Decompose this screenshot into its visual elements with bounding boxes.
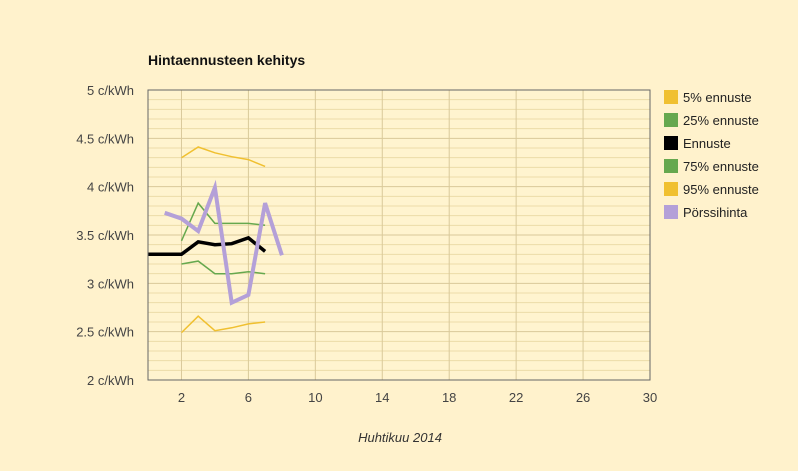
y-axis-ticks: 2 c/kWh 2.5 c/kWh 3 c/kWh 3.5 c/kWh 4 c/kWh 4… [76, 83, 134, 388]
y-tick-label: 3.5 c/kWh [76, 228, 134, 243]
series-line-3 [180, 201, 266, 242]
x-axis-label: Huhtikuu 2014 [358, 430, 442, 445]
x-tick-label: 18 [442, 390, 456, 405]
legend-label: Ennuste [683, 136, 731, 151]
legend-label: 5% ennuste [683, 90, 752, 105]
series-line-5 [164, 179, 284, 306]
y-tick-label: 5 c/kWh [87, 83, 134, 98]
y-tick-label: 2 c/kWh [87, 373, 134, 388]
x-tick-label: 2 [178, 390, 185, 405]
series-line-2 [148, 235, 267, 257]
series-line-0 [180, 315, 266, 334]
x-tick-label: 30 [643, 390, 657, 405]
legend-swatch [664, 159, 678, 173]
x-tick-label: 14 [375, 390, 389, 405]
legend-label: 25% ennuste [683, 113, 759, 128]
legend: 5% ennuste 25% ennuste Ennuste 75% ennuste 9… [664, 90, 759, 220]
y-tick-label: 3 c/kWh [87, 276, 134, 291]
series-lines [148, 146, 284, 334]
y-tick-label: 4.5 c/kWh [76, 131, 134, 146]
legend-label: Pörssihinta [683, 205, 748, 220]
legend-swatch [664, 90, 678, 104]
x-tick-label: 26 [576, 390, 590, 405]
legend-swatch [664, 136, 678, 150]
x-tick-label: 6 [245, 390, 252, 405]
y-tick-label: 4 c/kWh [87, 180, 134, 195]
x-tick-label: 22 [509, 390, 523, 405]
series-line-4 [181, 146, 266, 168]
y-tick-label: 2.5 c/kWh [76, 325, 134, 340]
chart-title: Hintaennusteen kehitys [148, 52, 305, 68]
legend-swatch [664, 205, 678, 219]
legend-label: 75% ennuste [683, 159, 759, 174]
legend-label: 95% ennuste [683, 182, 759, 197]
x-tick-label: 10 [308, 390, 322, 405]
x-axis-ticks: 2 6 10 14 18 22 26 30 [178, 390, 657, 405]
plot-frame [147, 89, 651, 381]
legend-swatch [664, 113, 678, 127]
legend-swatch [664, 182, 678, 196]
